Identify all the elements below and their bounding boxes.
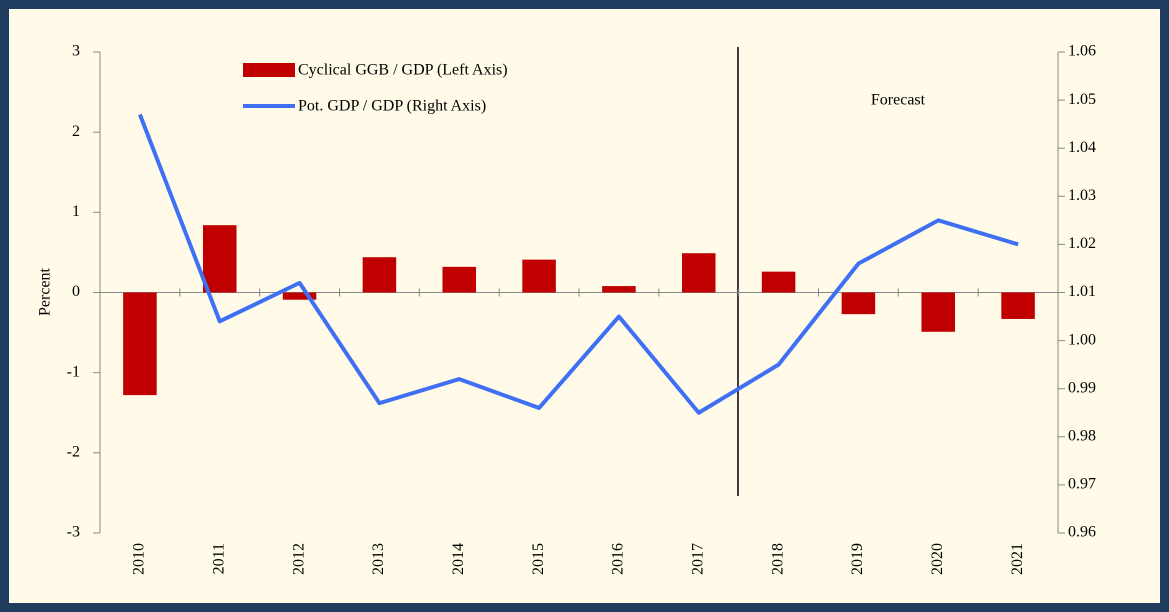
x-tick-label: 2018	[769, 543, 786, 575]
x-tick-label: 2012	[290, 543, 307, 575]
x-tick-label: 2015	[530, 543, 547, 575]
legend-label: Cyclical GGB / GDP (Left Axis)	[298, 62, 508, 79]
bar	[442, 266, 477, 293]
y2-tick-label: 1.06	[1068, 43, 1096, 60]
y-tick-label: 3	[72, 43, 80, 60]
bar	[282, 292, 317, 300]
x-tick-label: 2019	[849, 543, 866, 575]
bar	[841, 292, 876, 315]
x-tick-label: 2011	[210, 543, 227, 574]
plot-background	[9, 9, 1160, 603]
y-tick-label: -2	[67, 444, 80, 461]
y2-tick-label: 1.05	[1068, 91, 1096, 108]
bar	[522, 259, 556, 293]
y-tick-label: 1	[72, 203, 80, 220]
x-tick-label: 2013	[370, 543, 387, 575]
legend-label: Pot. GDP / GDP (Right Axis)	[298, 98, 486, 115]
y-tick-label: -3	[67, 524, 80, 541]
bar	[602, 286, 636, 293]
x-tick-label: 2016	[610, 543, 627, 575]
y-tick-label: -1	[67, 363, 80, 380]
y2-tick-label: 0.96	[1068, 524, 1096, 541]
x-tick-label: 2010	[131, 543, 148, 575]
y2-tick-label: 0.98	[1068, 427, 1096, 444]
x-tick-label: 2021	[1009, 543, 1026, 575]
bar	[202, 225, 237, 293]
bar	[681, 253, 716, 293]
x-tick-label: 2017	[689, 543, 706, 575]
bar	[921, 292, 956, 332]
y-tick-label: 2	[72, 123, 80, 140]
y2-tick-label: 0.99	[1068, 379, 1096, 396]
bar	[1001, 292, 1035, 319]
annotation: Forecast	[871, 92, 926, 109]
bar	[362, 257, 397, 293]
y2-tick-label: 1.04	[1068, 139, 1096, 156]
x-tick-label: 2014	[450, 543, 467, 575]
bar	[761, 271, 796, 293]
legend-swatch	[243, 63, 295, 77]
bar	[123, 292, 157, 396]
y-tick-label: 0	[72, 283, 80, 300]
x-tick-label: 2020	[929, 543, 946, 575]
y-axis-label: Percent	[37, 267, 54, 316]
line-series	[138, 113, 1019, 415]
y2-tick-label: 1.01	[1068, 283, 1096, 300]
y2-tick-label: 0.97	[1068, 476, 1096, 493]
y2-tick-label: 1.00	[1068, 331, 1096, 348]
y2-tick-label: 1.03	[1068, 187, 1096, 204]
y2-tick-label: 1.02	[1068, 235, 1096, 252]
